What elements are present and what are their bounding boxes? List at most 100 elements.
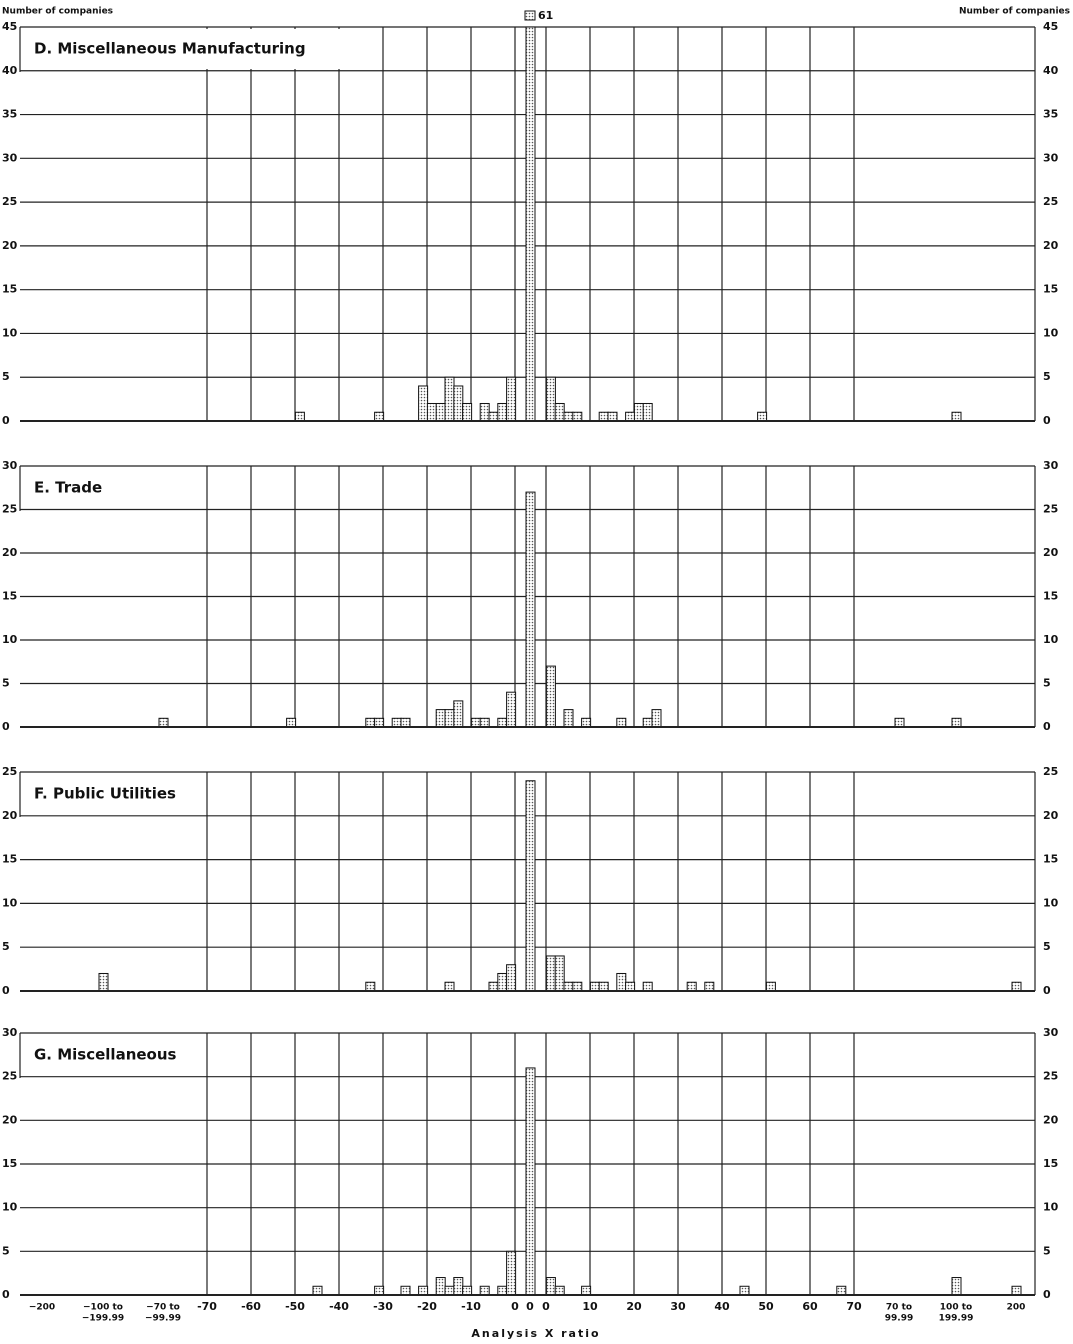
bar [374, 717, 385, 728]
title-box [22, 468, 202, 508]
x-tick-label: -60 [241, 1300, 261, 1313]
x-group-label: −200 [29, 1303, 55, 1313]
y-tick-label-left: 10 [2, 326, 18, 339]
x-tick-label: -30 [373, 1300, 393, 1313]
y-tick-label-right: 30 [1043, 151, 1059, 164]
bar [836, 1285, 847, 1296]
y-tick-label-right: 15 [1043, 853, 1058, 866]
bar [462, 402, 473, 422]
x-tick-label: 0 [511, 1300, 519, 1313]
bar [563, 411, 574, 422]
y-tick-label-left: 5 [2, 370, 10, 383]
x-tick-label: 40 [714, 1300, 730, 1313]
bar [625, 411, 636, 422]
x-axis-label: Analysis X ratio [471, 1327, 600, 1340]
y-tick-label-left: 0 [2, 984, 10, 997]
y-tick-label-right: 10 [1043, 896, 1059, 909]
bar [479, 402, 490, 422]
y-tick-label-left: 25 [2, 1070, 17, 1083]
bar [525, 780, 536, 992]
x-tick-label: 0 [542, 1300, 550, 1313]
y-tick-label-left: 35 [2, 108, 17, 121]
bar [426, 402, 437, 422]
y-tick-label-left: 5 [2, 940, 10, 953]
bar [400, 1285, 411, 1296]
y-tick-label-left: 0 [2, 1288, 10, 1301]
bar [545, 955, 556, 992]
y-tick-label-left: 0 [2, 720, 10, 733]
bar [391, 717, 402, 728]
x-group-label: −99.99 [145, 1314, 181, 1324]
bar [525, 1067, 536, 1296]
y-tick-label-right: 25 [1043, 1070, 1058, 1083]
x-group-label: −100 to [83, 1303, 123, 1313]
bar [479, 1285, 490, 1296]
bar [158, 717, 169, 728]
bar [642, 717, 653, 728]
bar [506, 964, 517, 992]
bar [418, 1285, 429, 1296]
bar [686, 981, 697, 992]
bar [400, 717, 411, 728]
x-tick-label: 70 [846, 1300, 862, 1313]
value-label: 61 [538, 9, 553, 22]
y-tick-label-right: 5 [1043, 677, 1051, 690]
x-group-label: 100 to [940, 1303, 972, 1313]
y-tick-label-right: 40 [1043, 64, 1059, 77]
y-tick-label-left: 20 [2, 239, 18, 252]
bar [581, 717, 592, 728]
bar [563, 709, 574, 728]
y-tick-label-left: 45 [2, 20, 17, 33]
bar [497, 972, 508, 992]
bar [598, 411, 609, 422]
y-axis-label-left: Number of companies [2, 7, 113, 17]
y-tick-label-left: 15 [2, 1157, 17, 1170]
y-tick-label-right: 30 [1043, 1026, 1059, 1039]
bar [581, 1285, 592, 1296]
y-tick-label-right: 25 [1043, 765, 1058, 778]
y-tick-label-left: 30 [2, 1026, 18, 1039]
y-tick-label-right: 20 [1043, 809, 1059, 822]
bar [525, 26, 536, 422]
y-tick-label-left: 20 [2, 1113, 18, 1126]
y-tick-label-right: 35 [1043, 108, 1058, 121]
bar [525, 491, 536, 728]
bar [462, 1285, 473, 1296]
bar [453, 1277, 464, 1296]
bar [951, 411, 962, 422]
y-tick-label-right: 0 [1043, 414, 1051, 427]
x-tick-label: 0 [526, 1300, 534, 1313]
bar [704, 981, 715, 992]
bar [554, 955, 565, 992]
bar [444, 376, 455, 422]
bar [312, 1285, 323, 1296]
bar [1011, 981, 1022, 992]
panel-title: F. Public Utilities [34, 785, 176, 803]
bar [951, 717, 962, 728]
y-tick-label-right: 5 [1043, 1244, 1051, 1257]
x-tick-label: 20 [626, 1300, 642, 1313]
x-group-label: −199.99 [82, 1314, 124, 1324]
bar [642, 981, 653, 992]
x-tick-label: -20 [417, 1300, 437, 1313]
bar [633, 402, 644, 422]
y-tick-label-right: 0 [1043, 720, 1051, 733]
y-tick-label-left: 5 [2, 677, 10, 690]
bar [506, 691, 517, 728]
y-tick-label-right: 20 [1043, 546, 1059, 559]
x-group-label: 200 [1007, 1303, 1026, 1313]
x-tick-label: 30 [670, 1300, 686, 1313]
y-tick-label-left: 30 [2, 151, 18, 164]
y-tick-label-right: 0 [1043, 984, 1051, 997]
bar [286, 717, 297, 728]
bar [607, 411, 618, 422]
y-tick-label-right: 10 [1043, 1201, 1059, 1214]
y-axis-label-right: Number of companies [959, 7, 1070, 17]
x-tick-label: -10 [461, 1300, 481, 1313]
bar [598, 981, 609, 992]
y-tick-label-left: 5 [2, 1244, 10, 1257]
bar [642, 402, 653, 422]
y-tick-label-right: 15 [1043, 590, 1058, 603]
y-tick-label-left: 20 [2, 809, 18, 822]
bar [757, 411, 768, 422]
